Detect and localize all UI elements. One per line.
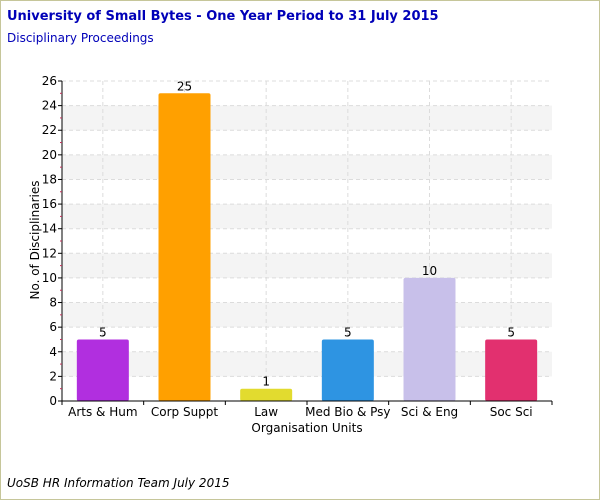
background-band [62, 302, 552, 328]
y-tick-label: 6 [49, 320, 57, 334]
bar [158, 93, 211, 402]
bar [321, 339, 374, 401]
bar [403, 277, 456, 401]
bar-value-label: 5 [344, 325, 352, 339]
x-tick-label: Med Bio & Psy [305, 405, 390, 419]
y-tick-label: 20 [42, 148, 57, 162]
y-tick-label: 14 [42, 222, 57, 236]
axes [58, 80, 553, 405]
footer-credit: UoSB HR Information Team July 2015 [7, 476, 230, 490]
bar [485, 339, 538, 401]
y-tick-label: 18 [42, 172, 57, 186]
background-band [62, 105, 552, 131]
y-tick-label: 12 [42, 246, 57, 260]
bar-value-label: 25 [177, 79, 192, 93]
y-tick-label: 24 [42, 99, 57, 113]
y-tick-label: 0 [49, 394, 57, 408]
bar [240, 388, 293, 401]
background-band [62, 253, 552, 278]
y-tick-label: 2 [49, 369, 57, 383]
x-tick-labels: Arts & Hum Corp Suppt Law Med Bio & Psy Sci … [68, 405, 532, 419]
background-bands [62, 105, 552, 377]
y-tick-label: 4 [49, 345, 57, 359]
background-band [62, 154, 552, 180]
y-tick-label: 22 [42, 123, 57, 137]
x-tick-label: Corp Suppt [151, 405, 219, 419]
bar [76, 339, 129, 401]
chart-title: University of Small Bytes - One Year Per… [7, 9, 439, 24]
y-tick-label: 8 [49, 296, 57, 310]
y-tick-label: 10 [42, 271, 57, 285]
x-tick-label: Sci & Eng [401, 405, 458, 419]
x-tick-label: Law [254, 405, 278, 419]
y-tick-label: 16 [42, 197, 57, 211]
x-axis-label: Organisation Units [251, 421, 362, 435]
background-band [62, 204, 552, 229]
background-band [62, 351, 552, 377]
bar-value-label: 1 [262, 375, 270, 389]
x-tick-label: Arts & Hum [68, 405, 137, 419]
bars [76, 93, 538, 402]
bar-value-label: 5 [507, 325, 515, 339]
chart-subtitle: Disciplinary Proceedings [7, 31, 154, 45]
x-tick-label: Soc Sci [490, 405, 533, 419]
bar-value-label: 5 [99, 325, 107, 339]
y-tick-label: 26 [42, 74, 57, 88]
bar-value-label: 10 [422, 264, 437, 278]
y-axis-label: No. of Disciplinaries [28, 180, 42, 299]
